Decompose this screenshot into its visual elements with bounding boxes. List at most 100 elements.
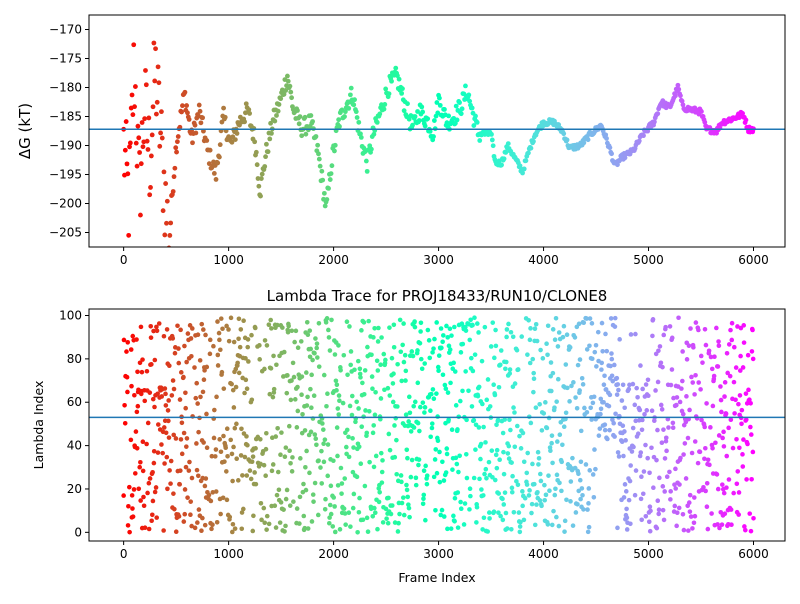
- lambda-point: [479, 358, 485, 364]
- lambda-point: [314, 442, 319, 448]
- lambda-point: [561, 424, 567, 430]
- lambda-point: [452, 369, 458, 374]
- lambda-point: [279, 430, 284, 435]
- lambda-point: [266, 322, 272, 327]
- lambda-point: [183, 405, 188, 411]
- lambda-point: [567, 399, 572, 404]
- lambda-point: [348, 362, 354, 368]
- lambda-point: [563, 410, 569, 416]
- lambda-point: [155, 422, 161, 427]
- lambda-point: [436, 353, 442, 358]
- lambda-point: [194, 441, 199, 446]
- lambda-point: [228, 437, 234, 443]
- lambda-point: [309, 519, 315, 524]
- delta-g-point: [454, 117, 460, 123]
- lambda-point: [195, 520, 200, 525]
- lambda-point: [329, 317, 334, 323]
- lambda-point: [328, 483, 334, 489]
- lambda-point: [736, 401, 741, 407]
- lambda-point: [560, 334, 566, 340]
- lambda-point: [725, 370, 730, 376]
- lambda-point: [202, 483, 208, 489]
- lambda-point: [397, 317, 403, 323]
- lambda-point: [235, 478, 241, 483]
- delta-g-point: [132, 104, 137, 110]
- lambda-point: [658, 360, 664, 366]
- lambda-point: [455, 525, 461, 530]
- lambda-point: [162, 461, 167, 466]
- delta-g-point: [473, 113, 478, 119]
- lambda-point: [676, 315, 681, 321]
- lambda-point: [270, 394, 276, 400]
- lambda-point: [481, 515, 487, 521]
- lambda-point: [377, 490, 382, 495]
- lambda-point: [269, 326, 274, 331]
- lambda-point: [428, 434, 434, 440]
- lambda-point: [155, 450, 161, 455]
- lambda-point: [289, 469, 295, 474]
- lambda-point: [709, 511, 714, 516]
- lambda-point: [149, 362, 154, 367]
- lambda-point: [421, 496, 426, 502]
- lambda-point: [299, 430, 305, 436]
- lambda-point: [271, 386, 277, 392]
- delta-g-panel: 0 1000 2000 3000 4000 5000 6000 −170−175−180−1…: [16, 14, 786, 267]
- lambda-point: [509, 485, 515, 491]
- delta-g-point: [149, 132, 155, 138]
- lambda-point: [602, 422, 608, 427]
- lambda-point: [275, 322, 280, 328]
- lambda-point: [746, 387, 751, 393]
- lambda-point: [403, 412, 409, 417]
- delta-g-point: [607, 145, 613, 151]
- lambda-point: [677, 399, 683, 405]
- lambda-point: [511, 405, 516, 410]
- delta-g-point: [319, 168, 325, 174]
- delta-g-point: [477, 138, 483, 143]
- delta-g-x-tick-label: 3000: [423, 253, 454, 267]
- lambda-point: [526, 317, 531, 323]
- lambda-point: [168, 481, 173, 486]
- lambda-point: [346, 454, 352, 460]
- delta-g-point: [122, 147, 128, 153]
- lambda-point: [424, 481, 430, 487]
- lambda-point: [532, 481, 537, 487]
- lambda-point: [629, 449, 635, 454]
- lambda-point: [517, 433, 522, 439]
- lambda-point: [401, 321, 406, 326]
- lambda-point: [589, 321, 595, 326]
- delta-g-x-tick-label: 4000: [528, 253, 559, 267]
- delta-g-point: [274, 113, 279, 118]
- lambda-point: [355, 529, 360, 535]
- lambda-point: [272, 503, 278, 509]
- lambda-point: [485, 377, 491, 382]
- lambda-point: [199, 321, 205, 327]
- delta-g-point: [146, 115, 152, 121]
- lambda-point: [434, 320, 439, 325]
- lambda-point: [284, 487, 290, 493]
- lambda-point: [728, 507, 734, 512]
- lambda-y-tick-label: 100: [59, 309, 82, 323]
- lambda-point: [548, 448, 553, 454]
- lambda-point: [430, 387, 436, 392]
- delta-g-point: [383, 86, 389, 92]
- lambda-point: [252, 325, 258, 331]
- lambda-point: [275, 426, 280, 431]
- lambda-point: [609, 351, 614, 356]
- lambda-point: [212, 454, 218, 459]
- delta-g-point: [167, 233, 173, 238]
- lambda-point: [182, 343, 187, 349]
- delta-g-point: [517, 163, 523, 169]
- lambda-point: [621, 495, 627, 500]
- lambda-point: [726, 425, 731, 431]
- lambda-point: [610, 378, 616, 384]
- lambda-point: [214, 519, 220, 525]
- lambda-point: [672, 503, 678, 509]
- delta-g-point: [180, 103, 185, 109]
- delta-g-y-tick-label: −205: [49, 226, 82, 240]
- delta-g-point: [173, 145, 179, 151]
- lambda-point: [744, 477, 749, 482]
- lambda-point: [524, 470, 530, 476]
- lambda-point: [667, 469, 672, 475]
- lambda-plot-title: Lambda Trace for PROJ18433/RUN10/CLONE8: [267, 287, 608, 305]
- lambda-point: [202, 522, 208, 528]
